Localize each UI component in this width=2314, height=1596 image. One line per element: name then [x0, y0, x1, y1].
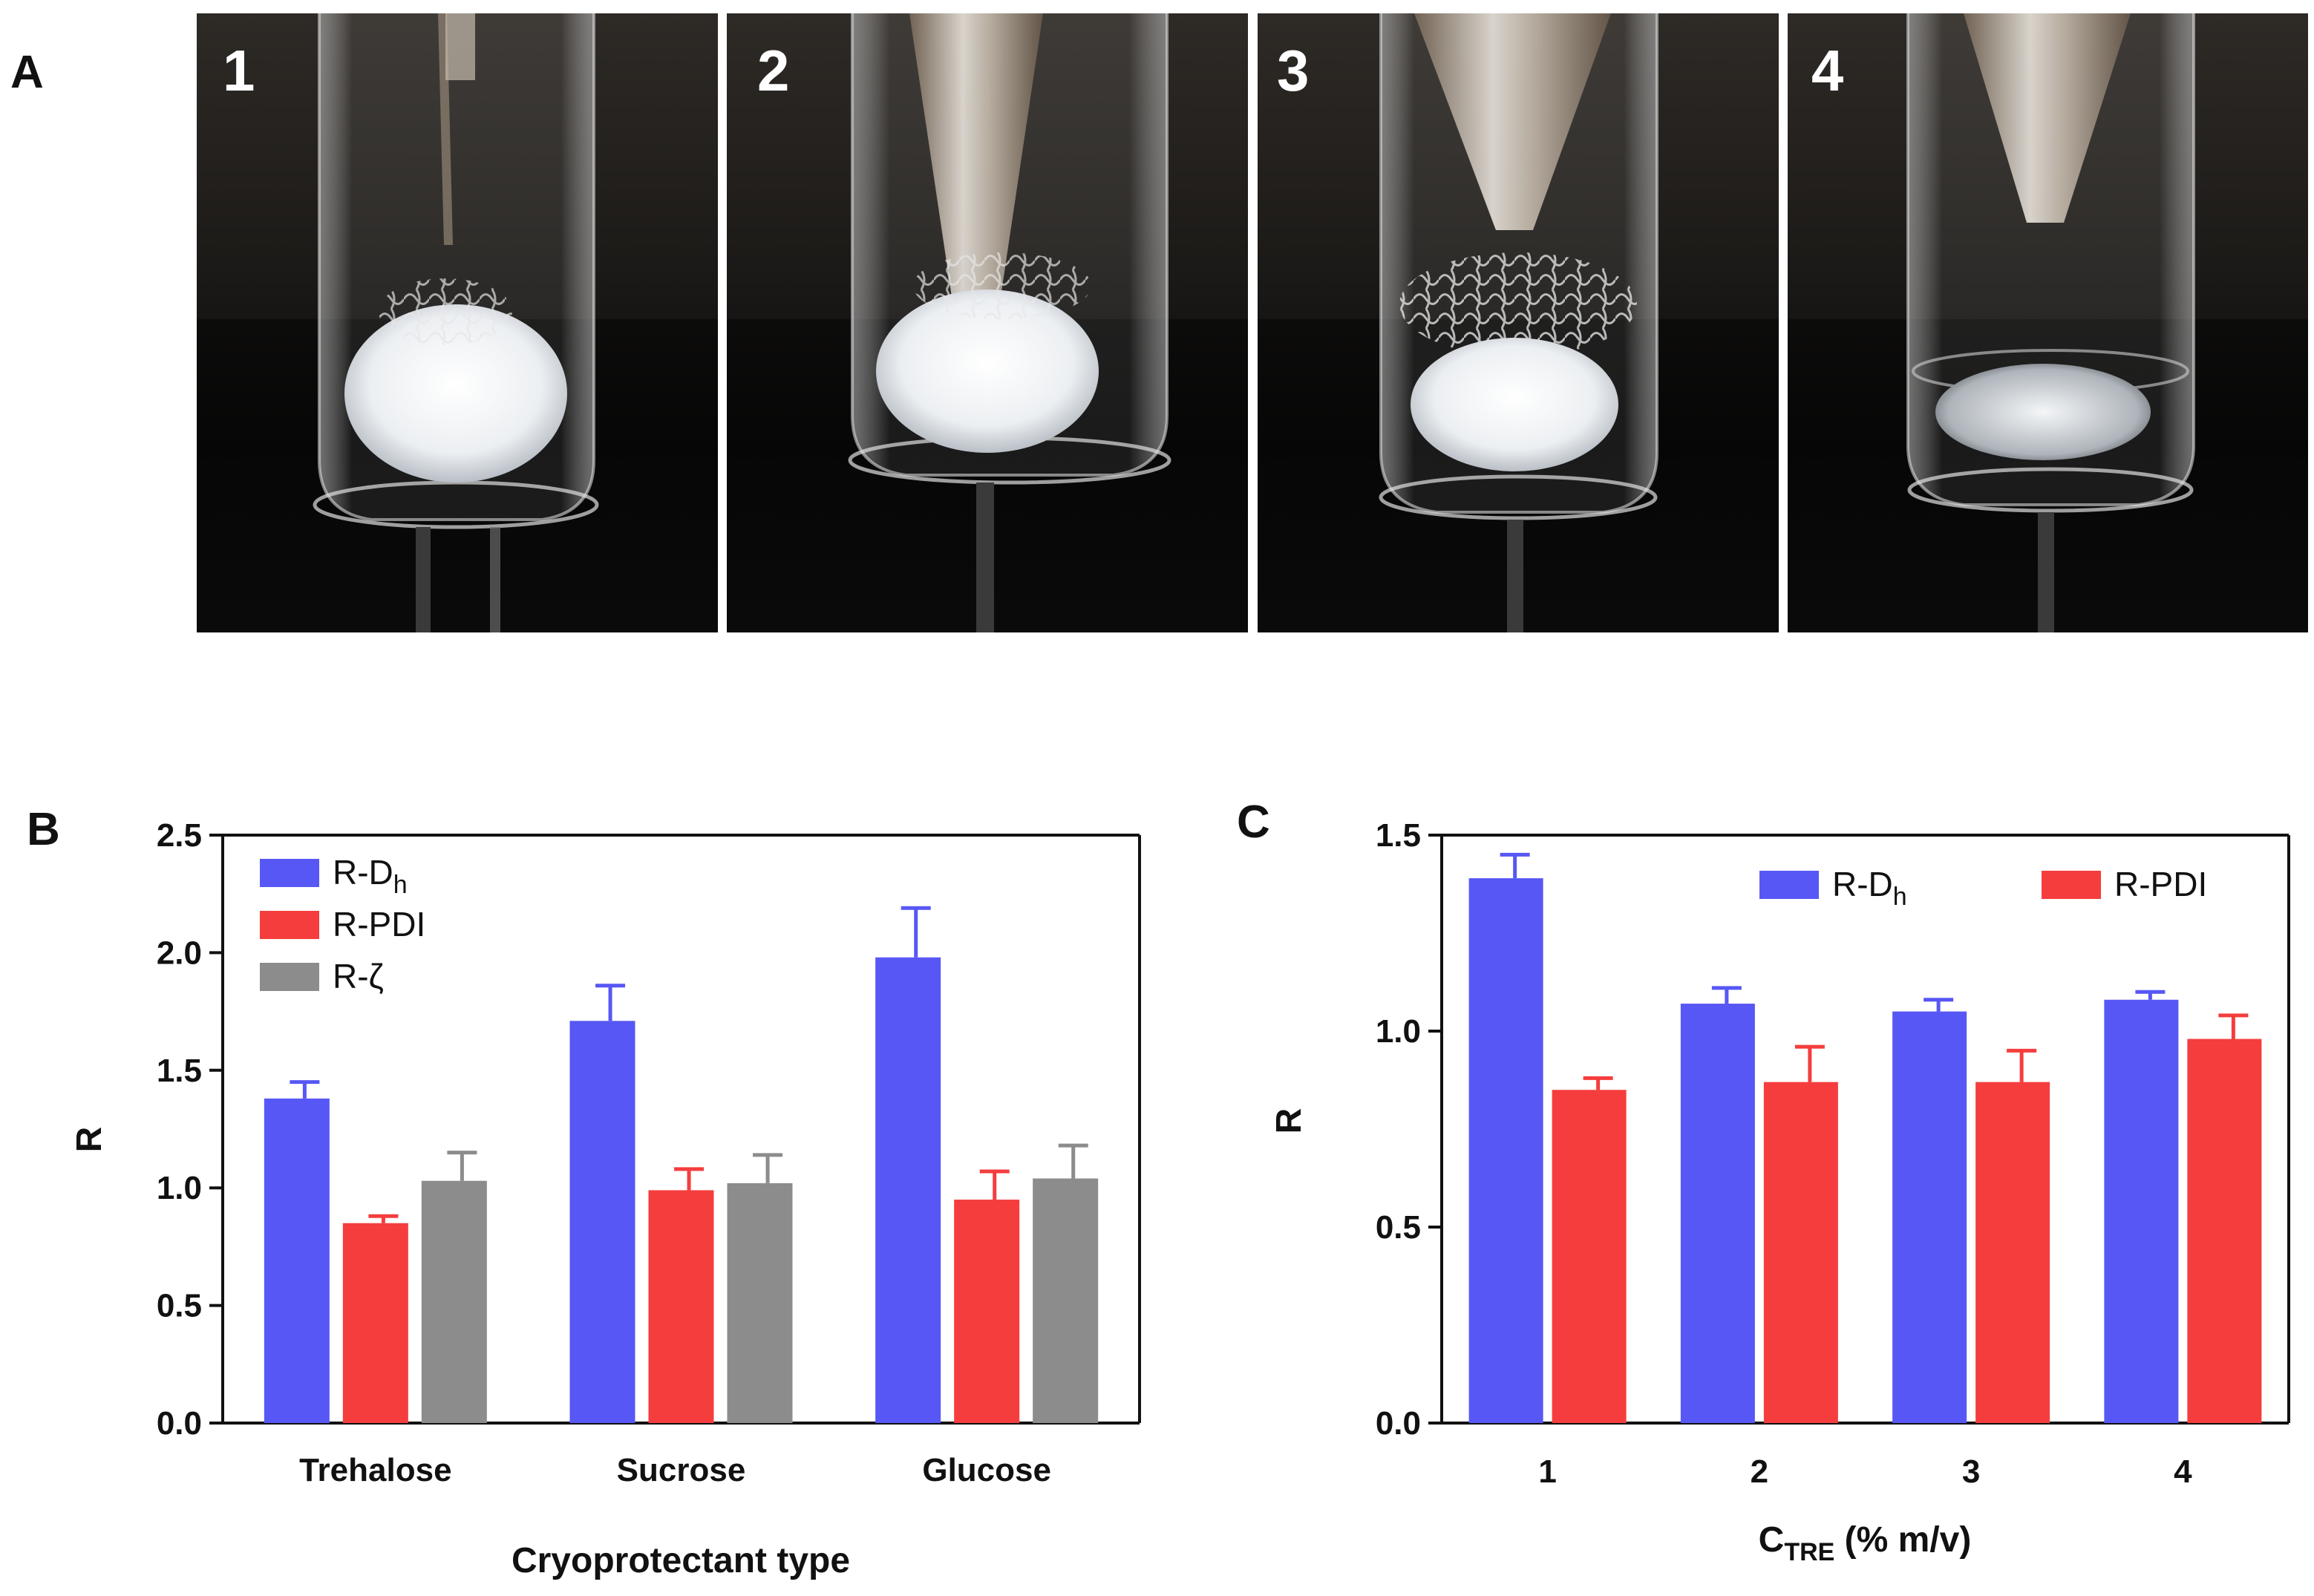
x-tick-label: Glucose [922, 1452, 1051, 1488]
legend-swatch [260, 963, 319, 991]
photo-panel-3: 3 [1258, 13, 1779, 632]
legend-label: R-PDI [333, 905, 425, 943]
y-tick-label: 1.0 [157, 1170, 202, 1206]
x-tick-label: Sucrose [617, 1452, 746, 1488]
photo-number-4: 4 [1811, 38, 1843, 103]
bar [1763, 1082, 1838, 1423]
bar [2187, 1039, 2262, 1423]
legend-label: R-ζ [333, 957, 384, 995]
bar [2104, 999, 2179, 1423]
bar [954, 1200, 1020, 1423]
bar [1680, 1004, 1755, 1423]
x-tick-label: 1 [1538, 1453, 1556, 1490]
chart-c: 0.0 0.5 1.0 1.5 1 2 3 4 R-Dh R-PDI [1376, 817, 2290, 1490]
legend-label: R-Dh [1832, 865, 1907, 911]
x-tick-label: 4 [2174, 1453, 2192, 1490]
legend-label: R-PDI [2114, 865, 2207, 903]
photo-number-2: 2 [757, 38, 789, 103]
bar [421, 1180, 487, 1423]
y-tick-label: 1.0 [1376, 1013, 1421, 1050]
y-tick-label: 0.0 [1376, 1405, 1421, 1442]
y-tick-label: 0.5 [157, 1288, 202, 1324]
bar [648, 1190, 714, 1423]
legend-swatch [260, 859, 319, 887]
y-tick-label: 1.5 [157, 1053, 202, 1089]
bar [569, 1021, 635, 1423]
y-tick-label: 0.0 [157, 1405, 202, 1442]
bar [1033, 1178, 1099, 1423]
legend-swatch [2042, 871, 2101, 899]
x-tick-label: Trehalose [299, 1452, 451, 1488]
panel-label-a: A [10, 47, 44, 98]
photo-number-3: 3 [1277, 38, 1309, 103]
chart-c-ylabel: R [1269, 1108, 1309, 1134]
chart-b-xlabel: Cryoprotectant type [512, 1541, 850, 1580]
bar [1468, 878, 1543, 1423]
photo-number-1: 1 [223, 38, 255, 103]
y-tick-label: 2.0 [157, 935, 202, 971]
x-tick-label: 3 [1962, 1453, 1980, 1490]
y-tick-label: 2.5 [157, 817, 202, 854]
legend-swatch [1759, 871, 1819, 899]
bar [342, 1223, 408, 1423]
bar [875, 957, 941, 1423]
bar [727, 1183, 793, 1423]
photo-panel-2: 2 [727, 13, 1248, 632]
panel-label-c: C [1237, 797, 1270, 848]
photo-panel-4: 4 [1788, 13, 2308, 632]
legend-swatch [260, 911, 319, 939]
panel-label-b: B [27, 804, 60, 855]
bar [1892, 1011, 1967, 1423]
legend-label: R-Dh [333, 853, 408, 899]
x-tick-label: 2 [1751, 1453, 1768, 1490]
bar [1552, 1090, 1627, 1423]
chart-b-ylabel: R [70, 1127, 109, 1153]
y-tick-label: 1.5 [1376, 817, 1421, 854]
photo-panel-1: 1 [197, 13, 718, 632]
chart-b: 0.0 0.5 1.0 1.5 2.0 2.5 Trehalose Sucrose Glucos… [157, 817, 1141, 1488]
bar [1975, 1082, 2050, 1423]
y-tick-label: 0.5 [1376, 1209, 1421, 1246]
chart-c-xlabel: CTRE (% m/v) [1759, 1520, 1972, 1566]
bar [264, 1098, 330, 1423]
